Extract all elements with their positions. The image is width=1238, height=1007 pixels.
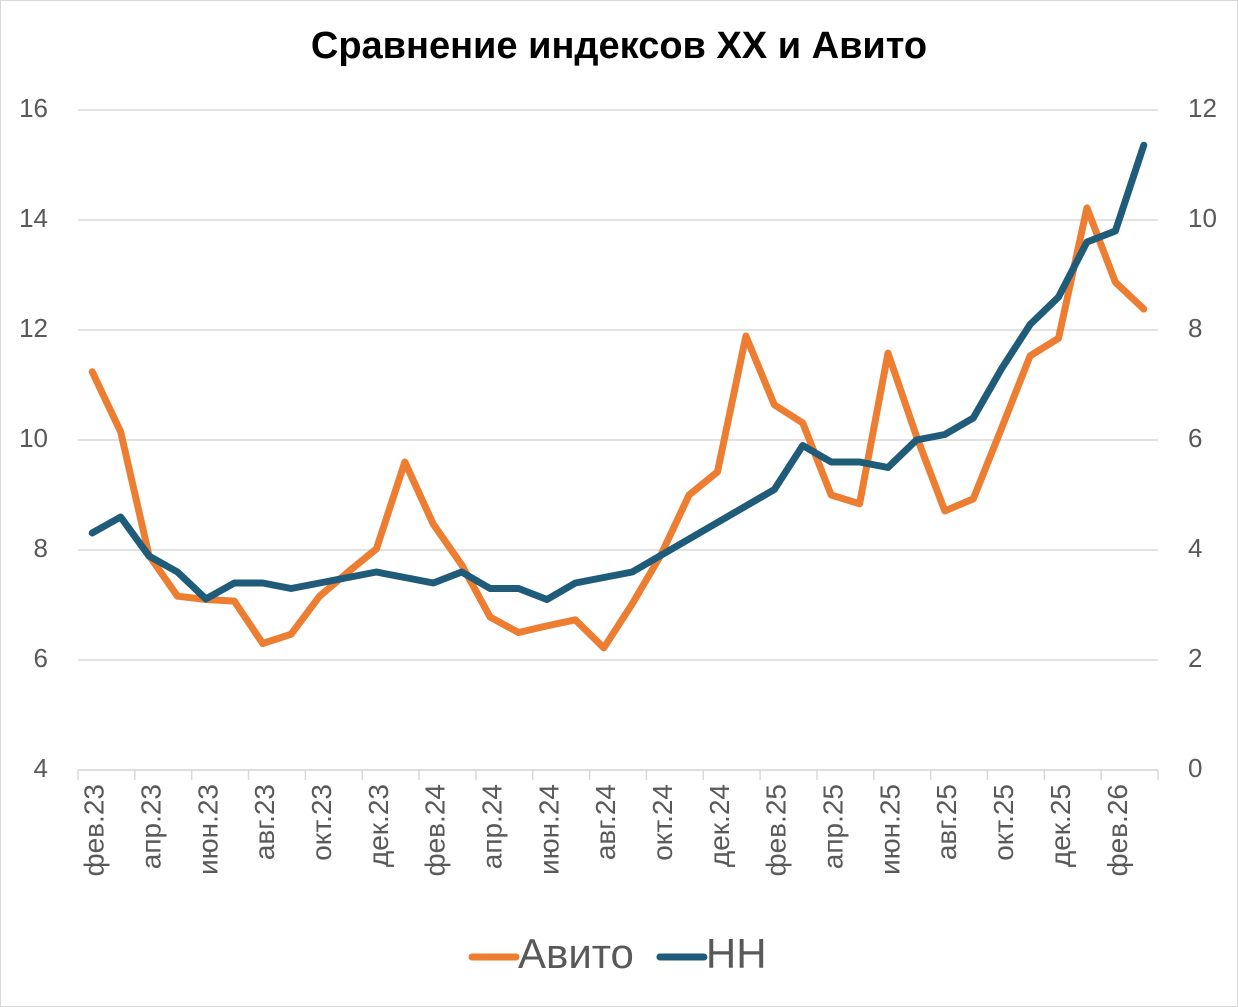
x-tick-label: фев.24 — [420, 784, 451, 876]
y-tick-label: 6 — [34, 643, 48, 673]
x-tick-label: июн.23 — [192, 784, 223, 875]
y-tick-label: 14 — [19, 203, 48, 233]
legend-label: НН — [706, 930, 767, 977]
legend-label: Авито — [518, 930, 634, 977]
y-tick-label: 16 — [19, 93, 48, 123]
y-tick-label: 4 — [34, 753, 48, 783]
x-tick-label: окт.25 — [988, 784, 1019, 861]
y2-tick-label: 12 — [1188, 93, 1217, 123]
x-tick-label: апр.24 — [476, 784, 507, 869]
x-tick-label: дек.24 — [704, 784, 735, 867]
x-tick-label: окт.23 — [306, 784, 337, 861]
x-tick-label: апр.25 — [818, 784, 849, 869]
x-tick-label: авг.25 — [931, 784, 962, 860]
y2-tick-label: 4 — [1188, 533, 1202, 563]
x-tick-label: июн.24 — [533, 784, 564, 875]
x-tick-label: авг.24 — [590, 784, 621, 860]
x-tick-label: фев.25 — [761, 784, 792, 876]
chart-title: Сравнение индексов ХХ и Авито — [311, 25, 927, 67]
y2-tick-label: 0 — [1188, 753, 1202, 783]
series-line — [88, 141, 1148, 603]
y-tick-label: 10 — [19, 423, 48, 453]
y2-tick-label: 2 — [1188, 643, 1202, 673]
y-tick-label: 8 — [34, 533, 48, 563]
y2-tick-label: 8 — [1188, 313, 1202, 343]
y2-tick-label: 6 — [1188, 423, 1202, 453]
x-tick-label: авг.23 — [249, 784, 280, 860]
series-line — [88, 204, 1148, 652]
y2-tick-label: 10 — [1188, 203, 1217, 233]
x-tick-label: фев.23 — [79, 784, 110, 876]
x-tick-label: дек.25 — [1045, 784, 1076, 867]
legend: Авито НН — [468, 930, 767, 977]
x-tick-label: июн.25 — [874, 784, 905, 875]
x-tick-label: апр.23 — [135, 784, 166, 869]
x-tick-label: дек.23 — [363, 784, 394, 867]
x-tick-label: фев.26 — [1102, 784, 1133, 876]
y-tick-label: 12 — [19, 313, 48, 343]
x-tick-label: окт.24 — [647, 784, 678, 861]
